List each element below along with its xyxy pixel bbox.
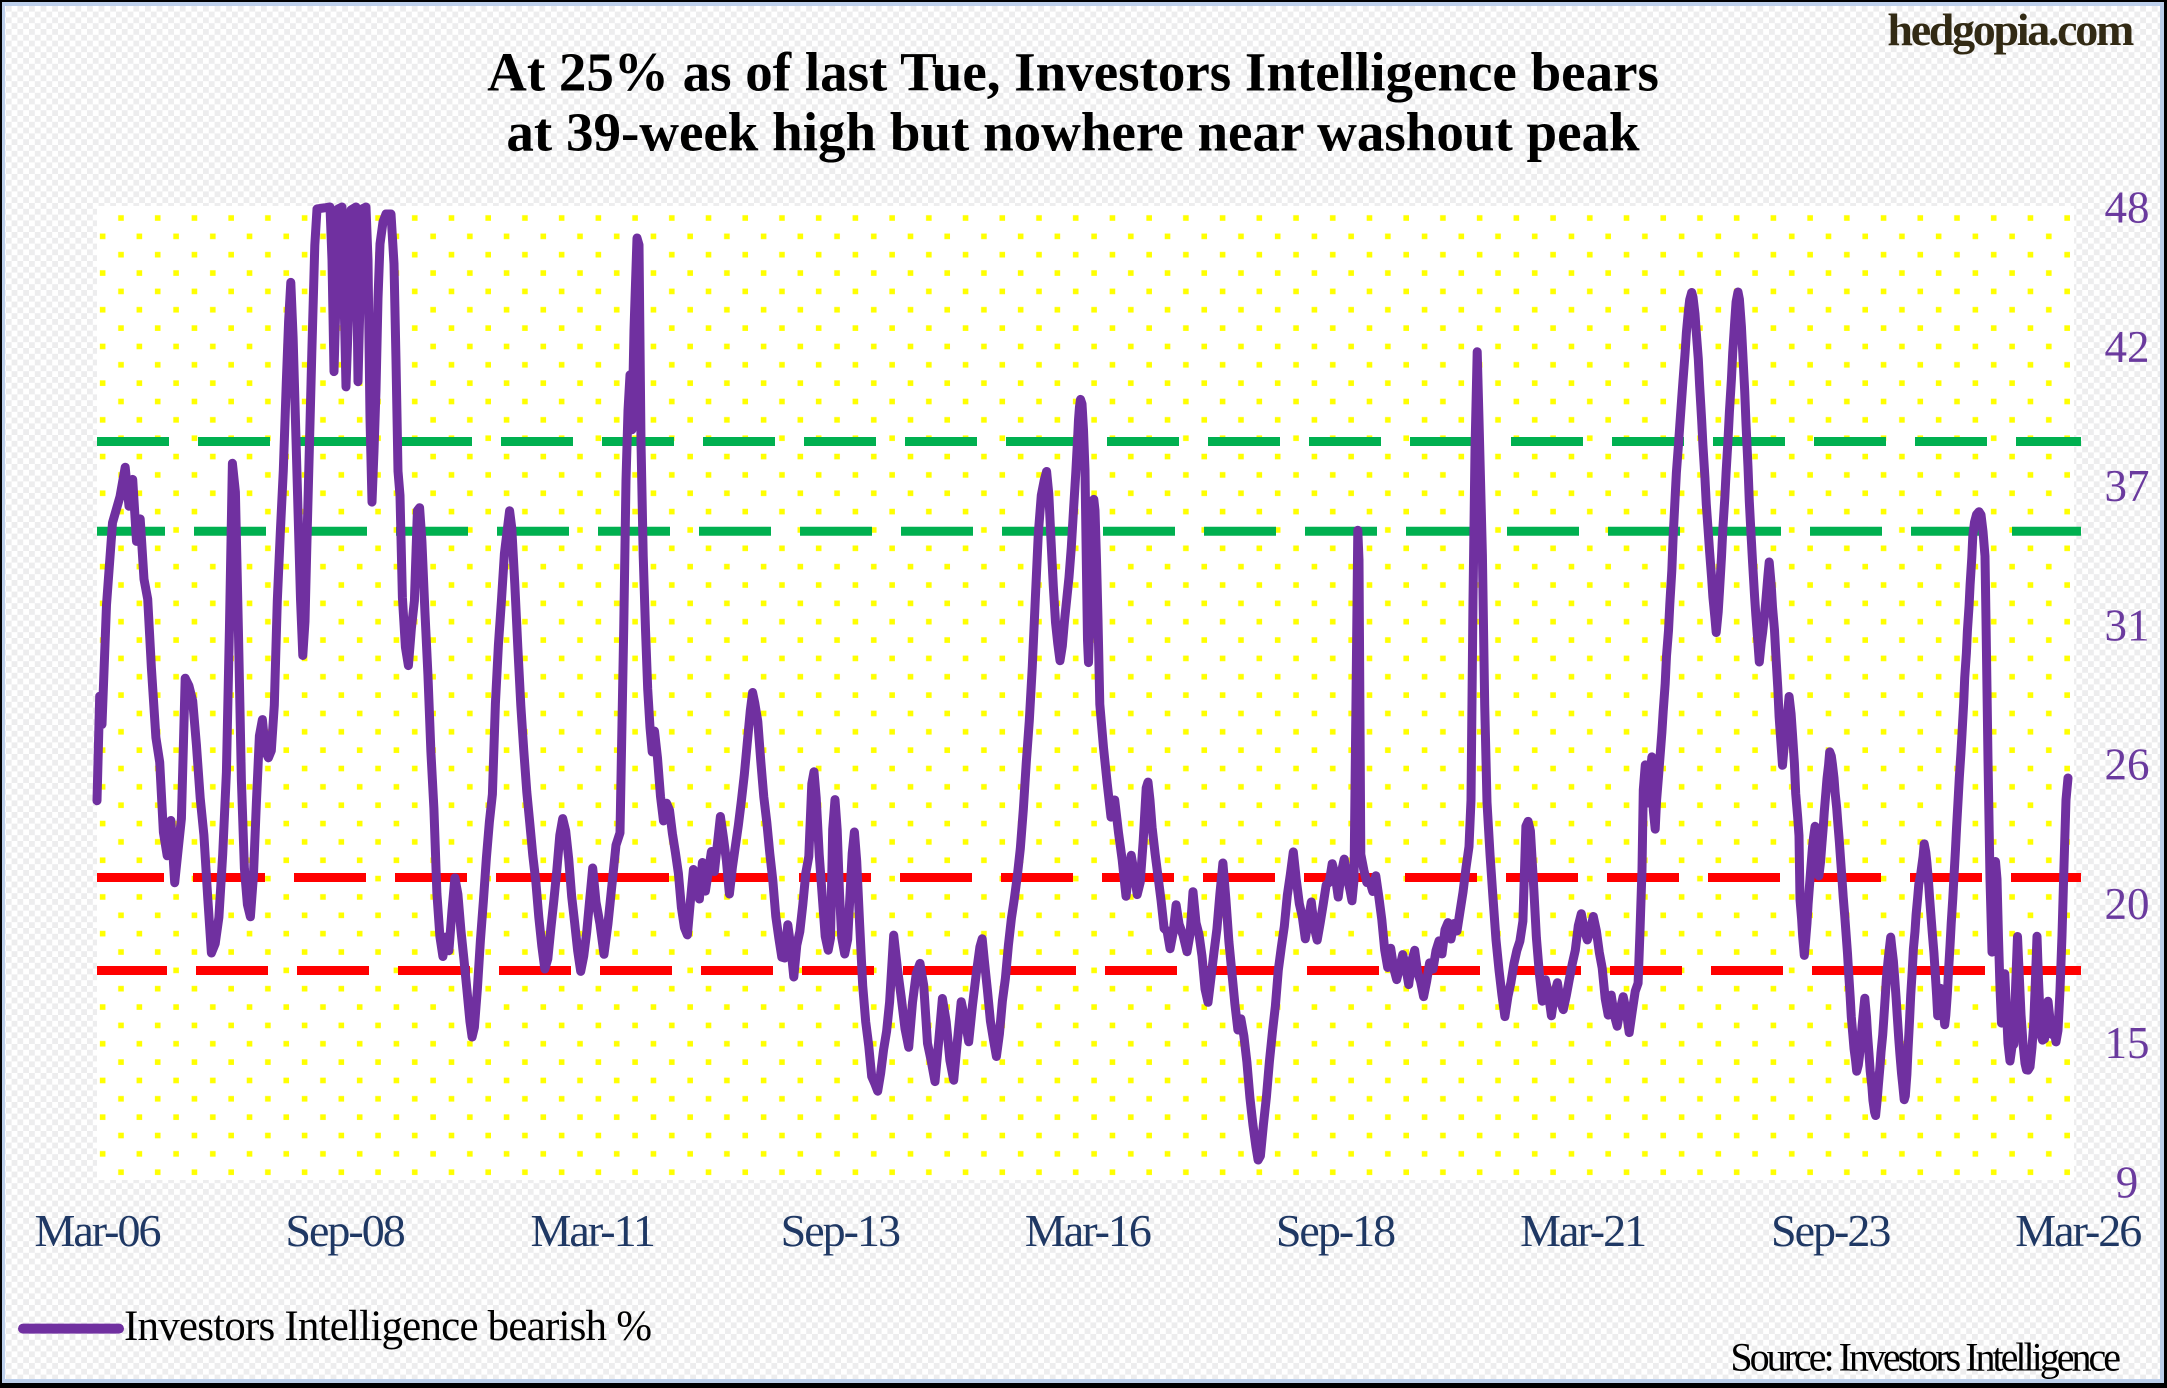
svg-text:Mar-06: Mar-06 bbox=[34, 1205, 160, 1256]
svg-text:31: 31 bbox=[2105, 600, 2150, 650]
svg-text:At 25% as of last Tue, Investo: At 25% as of last Tue, Investors Intelli… bbox=[487, 42, 1659, 103]
svg-text:Mar-21: Mar-21 bbox=[1520, 1205, 1645, 1256]
svg-text:Sep-13: Sep-13 bbox=[781, 1205, 900, 1256]
svg-text:hedgopia.com: hedgopia.com bbox=[1887, 4, 2134, 55]
svg-text:Source: Investors Intelligence: Source: Investors Intelligence bbox=[1730, 1335, 2120, 1380]
svg-text:Mar-26: Mar-26 bbox=[2015, 1205, 2141, 1256]
svg-text:15: 15 bbox=[2105, 1018, 2150, 1068]
svg-text:Sep-08: Sep-08 bbox=[285, 1205, 404, 1256]
svg-text:Mar-11: Mar-11 bbox=[531, 1205, 654, 1256]
svg-text:Sep-23: Sep-23 bbox=[1771, 1205, 1890, 1256]
svg-text:20: 20 bbox=[2105, 879, 2150, 929]
svg-text:37: 37 bbox=[2105, 461, 2150, 511]
svg-text:Sep-18: Sep-18 bbox=[1276, 1205, 1395, 1256]
svg-text:Investors Intelligence bearish: Investors Intelligence bearish % bbox=[124, 1303, 651, 1350]
svg-text:48: 48 bbox=[2105, 183, 2150, 233]
svg-text:Mar-16: Mar-16 bbox=[1025, 1205, 1151, 1256]
svg-text:42: 42 bbox=[2105, 322, 2150, 372]
svg-text:26: 26 bbox=[2105, 740, 2150, 790]
svg-text:at 39-week high but nowhere ne: at 39-week high but nowhere near washout… bbox=[506, 102, 1640, 163]
svg-text:9: 9 bbox=[2116, 1158, 2139, 1208]
